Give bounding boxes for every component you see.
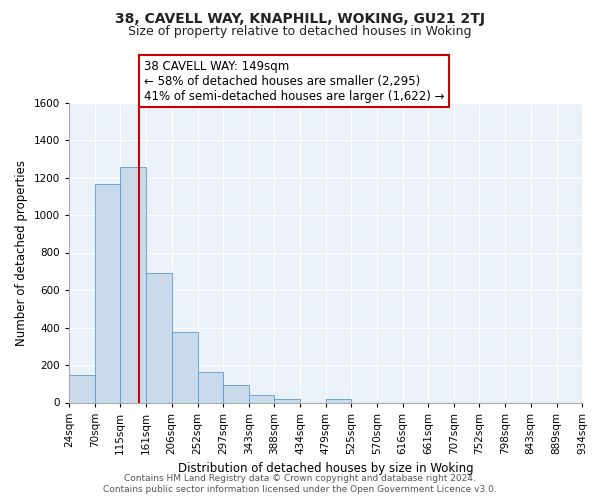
Bar: [325, 399, 352, 402]
Bar: [249, 396, 274, 402]
Bar: [121, 167, 146, 402]
Y-axis label: Number of detached properties: Number of detached properties: [15, 160, 28, 346]
Text: 38, CAVELL WAY, KNAPHILL, WOKING, GU21 2TJ: 38, CAVELL WAY, KNAPHILL, WOKING, GU21 2…: [115, 12, 485, 26]
Text: 38 CAVELL WAY: 149sqm
← 58% of detached houses are smaller (2,295)
41% of semi-d: 38 CAVELL WAY: 149sqm ← 58% of detached …: [144, 60, 445, 102]
X-axis label: Distribution of detached houses by size in Woking: Distribution of detached houses by size …: [178, 462, 473, 475]
Bar: [69, 375, 95, 402]
Bar: [274, 399, 300, 402]
Bar: [172, 332, 197, 402]
Bar: [95, 184, 120, 402]
Bar: [146, 273, 172, 402]
Bar: [197, 372, 223, 402]
Text: Size of property relative to detached houses in Woking: Size of property relative to detached ho…: [128, 25, 472, 38]
Text: Contains HM Land Registry data © Crown copyright and database right 2024.
Contai: Contains HM Land Registry data © Crown c…: [103, 474, 497, 494]
Bar: [223, 385, 249, 402]
